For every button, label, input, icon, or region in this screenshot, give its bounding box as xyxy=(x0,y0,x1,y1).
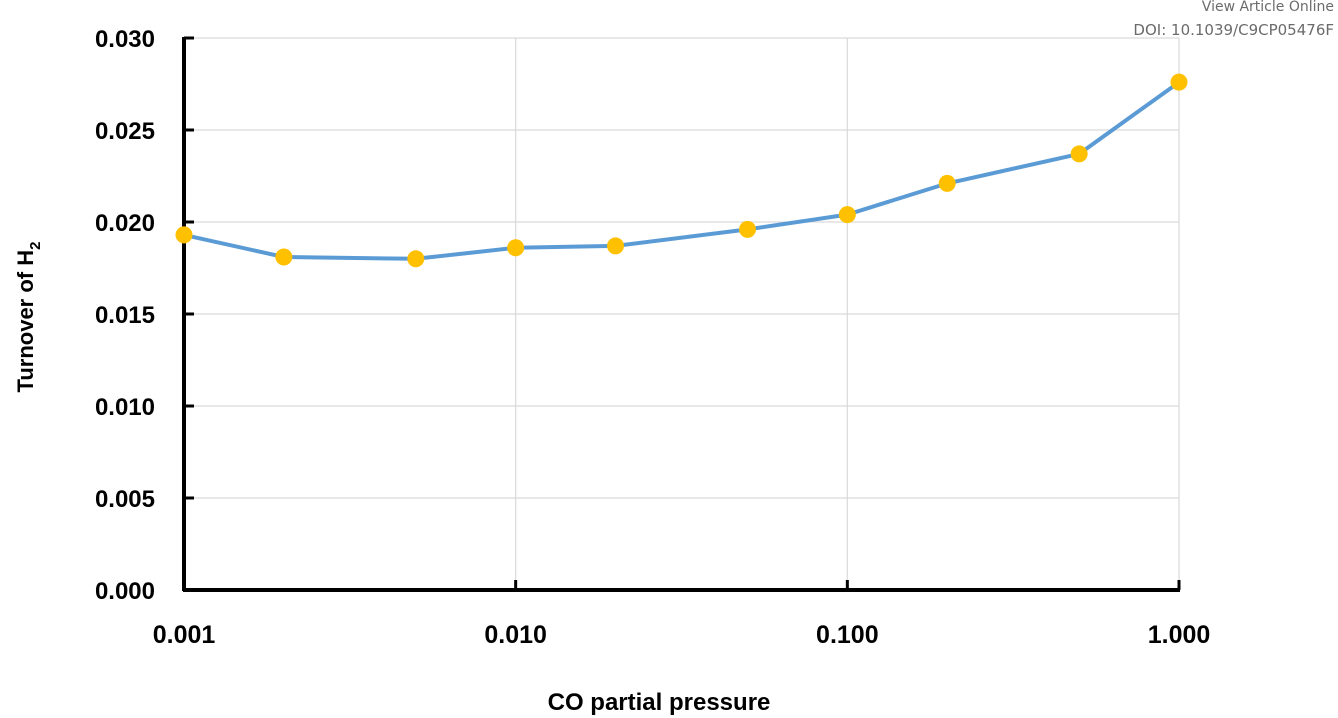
series-line xyxy=(183,80,1181,261)
y-tick-label: 0.010 xyxy=(95,394,155,421)
y-tick-label: 0.030 xyxy=(95,26,155,53)
x-axis-title: CO partial pressure xyxy=(548,689,771,716)
y-tick-label: 0.025 xyxy=(95,118,155,145)
y-axis-title-main: Turnover of H xyxy=(13,250,38,393)
x-tick-label: 0.100 xyxy=(816,621,879,649)
y-tick-label: 0.000 xyxy=(95,578,155,605)
series xyxy=(175,73,1188,268)
y-axis-title: Turnover of H2 xyxy=(13,242,44,393)
data-point xyxy=(407,250,425,268)
y-axis-title-subscript: 2 xyxy=(27,242,44,250)
tick-labels: 0.000 0.005 0.010 0.015 0.020 0.025 0.030 0.001… xyxy=(95,26,1210,649)
data-point xyxy=(175,226,193,244)
data-point xyxy=(607,237,625,255)
grid xyxy=(184,37,1180,590)
data-point xyxy=(738,220,756,238)
x-tick-label: 1.000 xyxy=(1148,621,1211,649)
doi-label: DOI: 10.1039/C9CP05476F xyxy=(1133,21,1334,39)
x-tick-label: 0.010 xyxy=(484,621,547,649)
data-point xyxy=(838,206,856,224)
axes xyxy=(182,36,1181,592)
y-tick-label: 0.015 xyxy=(95,302,155,329)
view-article-online-link[interactable]: View Article Online xyxy=(1201,0,1334,15)
data-point xyxy=(938,174,956,192)
data-point xyxy=(507,239,525,257)
data-point xyxy=(1070,145,1088,163)
data-point xyxy=(275,248,293,266)
x-tick-label: 0.001 xyxy=(153,621,216,649)
y-tick-label: 0.005 xyxy=(95,486,155,513)
y-tick-label: 0.020 xyxy=(95,210,155,237)
data-point xyxy=(1170,73,1188,91)
